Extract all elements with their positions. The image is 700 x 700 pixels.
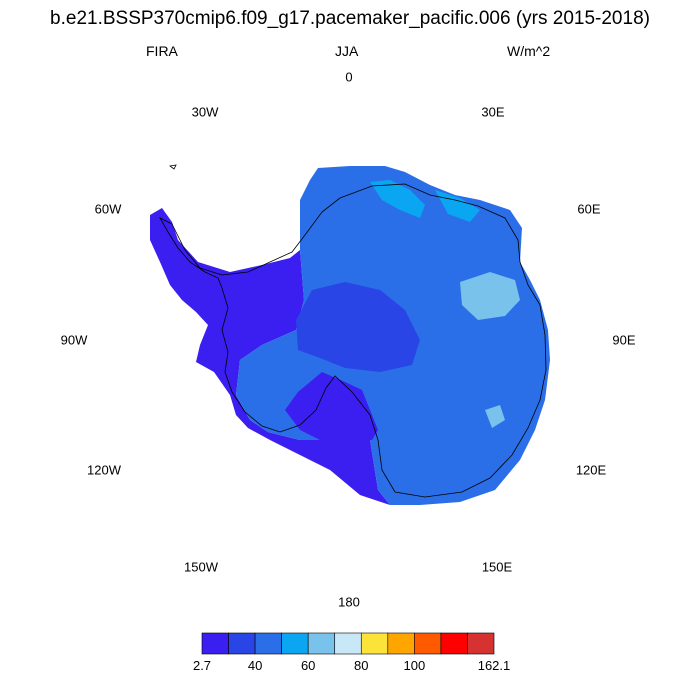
- season-label: JJA: [335, 43, 359, 59]
- variable-label: FIRA: [146, 43, 178, 59]
- patch-se: [485, 405, 505, 428]
- map-fill: [150, 166, 550, 505]
- patch-coast-north: [370, 180, 425, 218]
- colorbar-swatch: [201, 632, 229, 655]
- lon-label-30w: 30W: [191, 104, 219, 120]
- patch-east: [460, 272, 520, 320]
- colorbar-swatch: [467, 632, 495, 655]
- colorbar-swatch: [281, 632, 309, 655]
- region-ross: [285, 372, 378, 442]
- colorbar-swatch: [307, 632, 336, 655]
- coastline: [158, 164, 547, 498]
- lon-label-120w: 120W: [87, 462, 121, 478]
- lon-label-150w: 150W: [184, 559, 218, 575]
- colorbar-tick-label: 60: [300, 658, 316, 673]
- colorbar-swatch: [387, 632, 415, 655]
- region-interior: [296, 282, 420, 372]
- colorbar-tick-label: 2.7: [192, 658, 212, 673]
- region-west-low: [150, 208, 390, 505]
- lon-label-60w: 60W: [94, 201, 122, 217]
- colorbar-swatch: [334, 632, 362, 655]
- units-label: W/m^2: [507, 43, 551, 59]
- lon-label-180: 180: [338, 594, 360, 610]
- colorbar-swatch: [228, 632, 256, 655]
- lon-label-90e: 90E: [612, 332, 636, 348]
- colorbar-tick-label: 100: [403, 658, 426, 673]
- lon-label-120e: 120E: [575, 462, 607, 478]
- lon-label-0: 0: [345, 69, 353, 85]
- colorbar-swatch: [254, 632, 282, 655]
- lon-label-150e: 150E: [481, 559, 513, 575]
- colorbar-tick-label: 162.1: [477, 658, 511, 673]
- lon-label-30e: 30E: [481, 104, 505, 120]
- colorbar-tick-label: 40: [247, 658, 263, 673]
- plot-title: b.e21.BSSP370cmip6.f09_g17.pacemaker_pac…: [50, 8, 650, 29]
- colorbar-swatch: [440, 632, 468, 655]
- colorbar-swatch: [360, 632, 389, 655]
- colorbar-tick-label: 80: [354, 658, 369, 673]
- colorbar-swatch: [414, 632, 442, 655]
- lon-label-60e: 60E: [577, 201, 601, 217]
- lon-label-90w: 90W: [60, 332, 88, 348]
